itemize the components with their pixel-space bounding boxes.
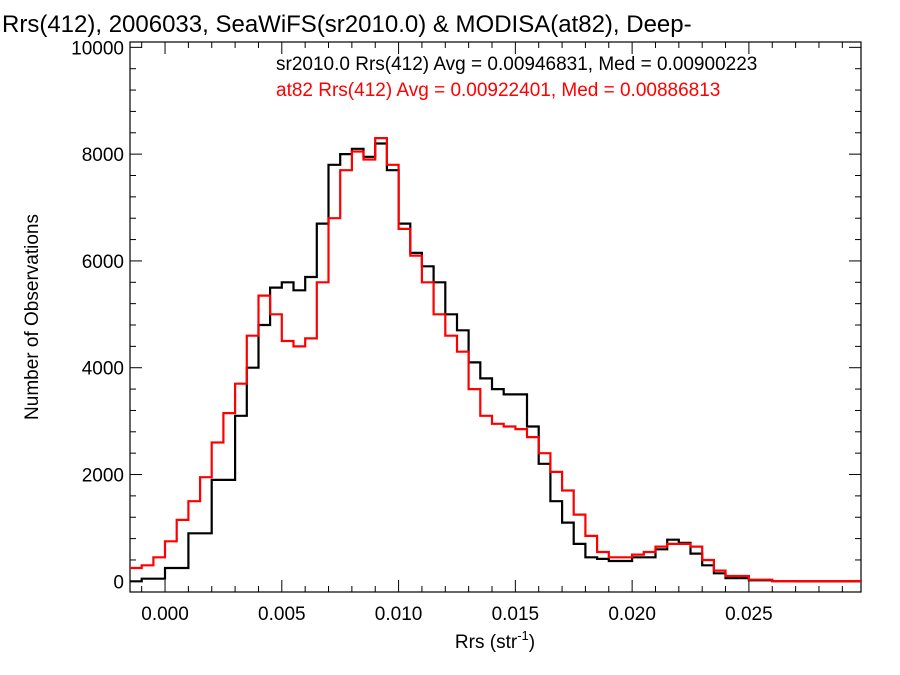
y-tick-label: 10000 — [71, 38, 124, 59]
y-tick-label: 6000 — [82, 252, 124, 273]
y-tick-label: 8000 — [82, 145, 124, 166]
x-tick-label: 0.005 — [258, 604, 306, 625]
axis-ticks: 0.000 0.005 0.010 0.015 0.020 0.025 0 2000 4000 6… — [71, 38, 861, 625]
x-tick-label: 0.010 — [375, 604, 423, 625]
legend-entry-sr2010: sr2010.0 Rrs(412) Avg = 0.00946831, Med … — [276, 54, 757, 75]
x-tick-label: 0.025 — [725, 604, 773, 625]
x-tick-label: 0.015 — [492, 604, 540, 625]
y-tick-label: 4000 — [82, 359, 124, 380]
x-axis-label: Rrs (str-1) — [455, 628, 535, 653]
series-line-at82 — [130, 137, 863, 583]
plot-frame — [129, 41, 862, 593]
legend-entry-at82: at82 Rrs(412) Avg = 0.00922401, Med = 0.… — [276, 80, 720, 101]
y-tick-label: 2000 — [82, 466, 124, 487]
chart-title: Rrs(412), 2006033, SeaWiFS(sr2010.0) & M… — [2, 11, 692, 38]
y-tick-label: 0 — [113, 572, 124, 593]
plot-series — [130, 137, 863, 583]
series-line-sr2010 — [130, 142, 861, 583]
y-axis-label: Number of Observations — [22, 214, 43, 420]
x-tick-label: 0.000 — [141, 604, 189, 625]
x-tick-label: 0.020 — [608, 604, 656, 625]
